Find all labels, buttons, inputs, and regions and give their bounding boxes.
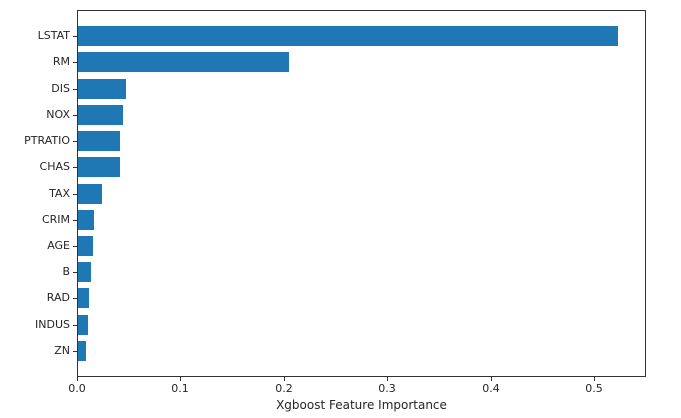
y-tick-mark [73,246,77,247]
ytick-label-ptratio: PTRATIO [24,134,70,147]
bar-indus [78,314,88,335]
bar-chas [78,157,120,178]
y-tick-mark [73,89,77,90]
y-tick-mark [73,325,77,326]
y-tick-mark [73,62,77,63]
x-tick-mark [180,377,181,381]
y-tick-mark [73,298,77,299]
bar-b [78,262,91,283]
xtick-label-0.1: 0.1 [171,382,189,395]
plot-area [77,10,646,377]
ytick-label-zn: ZN [54,344,70,357]
x-tick-mark [284,377,285,381]
x-tick-mark [594,377,595,381]
ytick-label-rm: RM [52,55,70,68]
y-tick-mark [73,36,77,37]
ytick-label-b: B [62,265,70,278]
xtick-label-0.3: 0.3 [378,382,396,395]
bar-rm [78,52,289,73]
bar-nox [78,104,123,125]
bar-tax [78,183,102,204]
ytick-label-chas: CHAS [39,160,70,173]
bar-dis [78,78,126,99]
bar-lstat [78,26,618,47]
bar-ptratio [78,131,120,152]
x-axis-label: Xgboost Feature Importance [276,398,447,412]
y-tick-mark [73,272,77,273]
xtick-label-0.0: 0.0 [68,382,86,395]
y-tick-mark [73,115,77,116]
bar-zn [78,340,86,361]
x-tick-mark [491,377,492,381]
ytick-label-rad: RAD [46,291,70,304]
y-tick-mark [73,141,77,142]
x-tick-mark [387,377,388,381]
ytick-label-lstat: LSTAT [37,29,70,42]
y-tick-mark [73,167,77,168]
y-tick-mark [73,194,77,195]
ytick-label-tax: TAX [49,187,70,200]
y-tick-mark [73,351,77,352]
xtick-label-0.4: 0.4 [482,382,500,395]
ytick-label-dis: DIS [51,82,70,95]
ytick-label-crim: CRIM [41,213,70,226]
ytick-label-nox: NOX [46,108,70,121]
xtick-label-0.2: 0.2 [275,382,293,395]
bar-crim [78,209,94,230]
bar-age [78,235,93,256]
bar-rad [78,288,89,309]
ytick-label-age: AGE [47,239,70,252]
x-tick-mark [77,377,78,381]
xtick-label-0.5: 0.5 [585,382,603,395]
ytick-label-indus: INDUS [35,318,70,331]
y-tick-mark [73,220,77,221]
